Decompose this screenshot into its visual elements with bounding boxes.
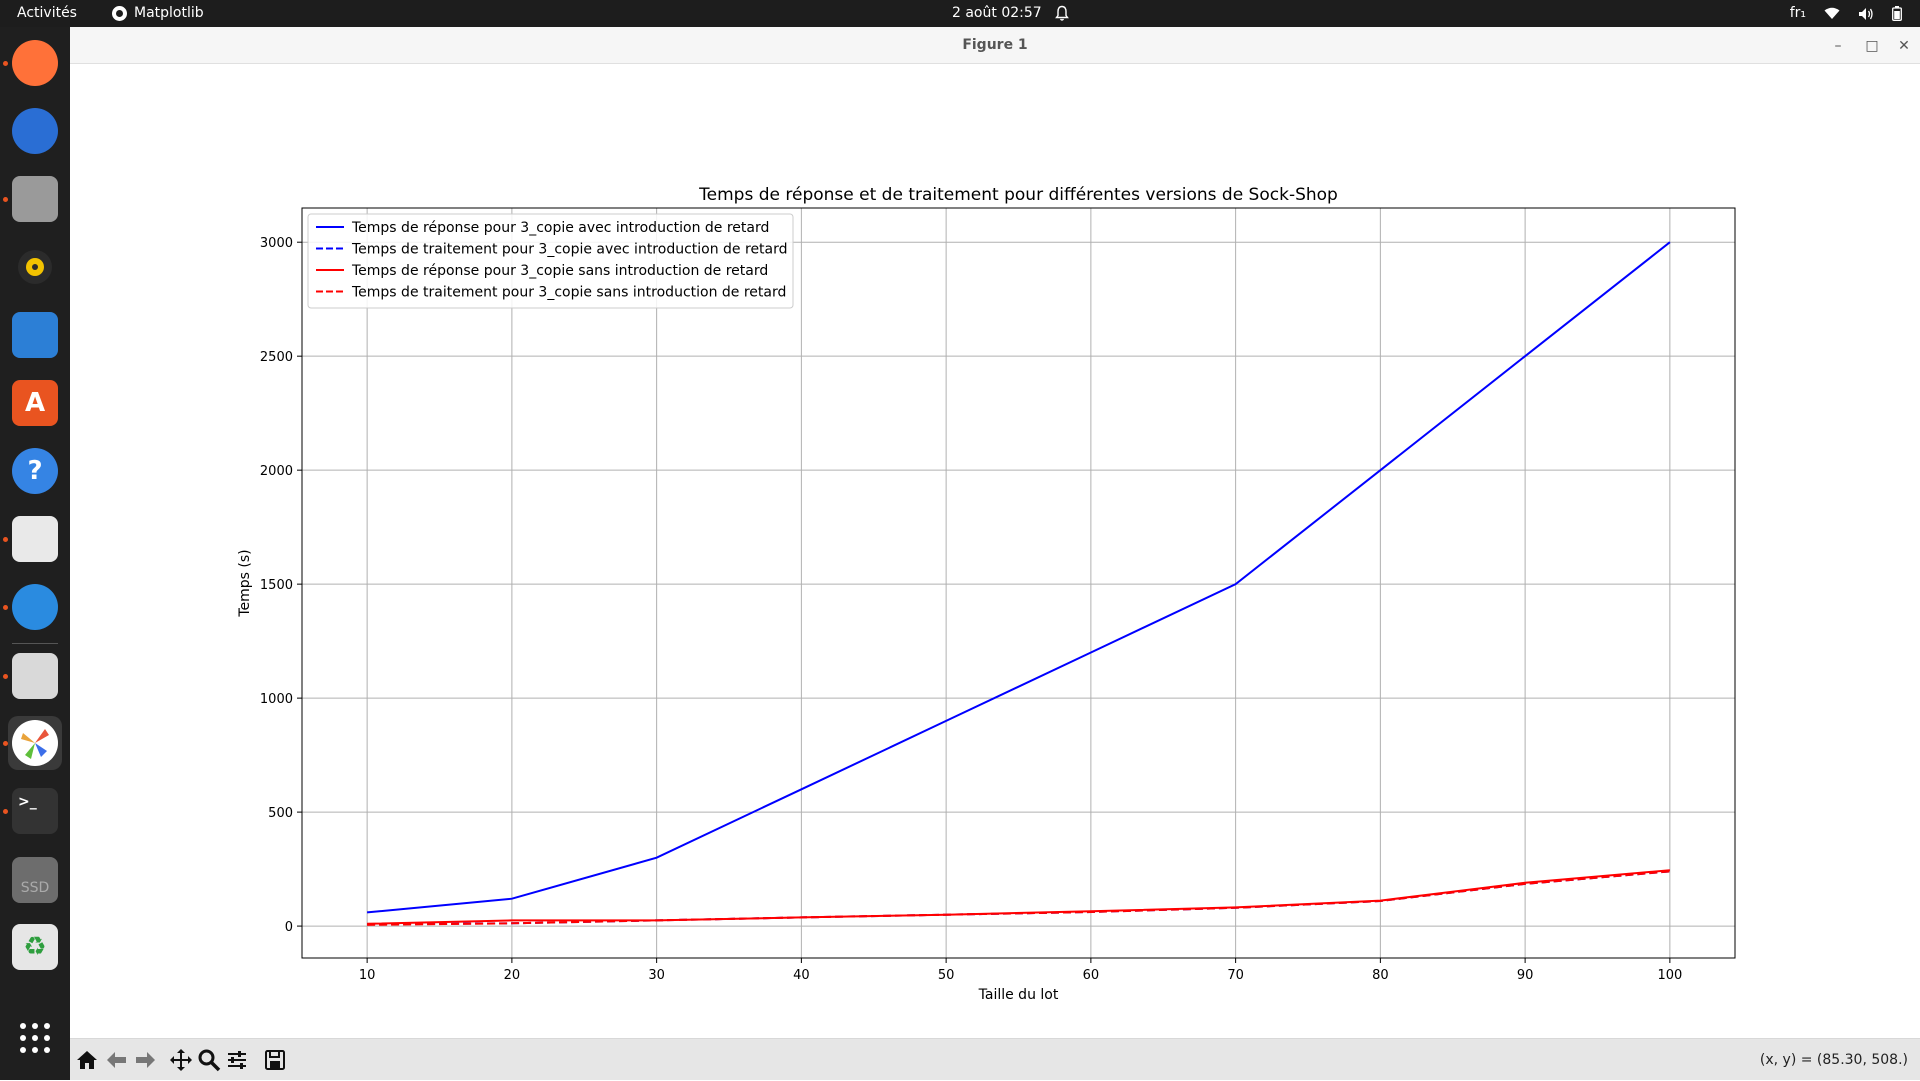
x-tick-label: 70 [1227, 968, 1244, 983]
dock-item-vscode[interactable] [8, 580, 62, 634]
thunderbird-icon [12, 108, 58, 154]
chart-title: Temps de réponse et de traitement pour d… [698, 185, 1338, 205]
legend-entry: Temps de traitement pour 3_copie sans in… [351, 285, 786, 301]
y-tick-label: 500 [268, 806, 293, 821]
files-icon [12, 176, 58, 222]
x-tick-label: 40 [793, 968, 810, 983]
system-tray[interactable]: fr₁ [1790, 0, 1902, 27]
vscode-icon [12, 584, 58, 630]
back-arrow-icon[interactable] [105, 1048, 129, 1072]
help-icon: ? [12, 448, 58, 494]
y-axis-label: Temps (s) [237, 549, 253, 617]
x-tick-label: 80 [1372, 968, 1389, 983]
dock-item-matplotlib[interactable] [8, 716, 62, 770]
x-tick-label: 100 [1657, 968, 1682, 983]
dock: A? >_ SSD ♻ [0, 27, 70, 1080]
system-top-bar: Activités Matplotlib 2 août 02:57 fr₁ [0, 0, 1920, 27]
text-editor-icon [12, 516, 58, 562]
running-indicator [3, 674, 8, 679]
dock-item-thunderbird[interactable] [8, 104, 62, 158]
dock-item-image-viewer[interactable] [8, 649, 62, 703]
dock-item-ssd[interactable]: SSD [8, 853, 62, 907]
cursor-coordinates-readout: (x, y) = (85.30, 508.) [1759, 1052, 1908, 1068]
y-tick-label: 2000 [260, 464, 293, 479]
app-menu-label: Matplotlib [134, 5, 204, 21]
x-tick-label: 20 [504, 968, 521, 983]
x-tick-label: 50 [938, 968, 955, 983]
zoom-magnifier-icon[interactable] [197, 1048, 221, 1072]
notification-bell-icon[interactable] [1055, 0, 1069, 27]
firefox-icon [12, 40, 58, 86]
maximize-button[interactable]: □ [1865, 38, 1879, 54]
y-tick-label: 3000 [260, 236, 293, 251]
dock-item-terminal[interactable]: >_ [8, 784, 62, 838]
matplotlib-app-icon [112, 6, 127, 21]
dock-item-trash[interactable]: ♻ [8, 920, 62, 974]
legend-entry: Temps de traitement pour 3_copie avec in… [351, 242, 788, 258]
running-indicator [3, 197, 8, 202]
legend-entry: Temps de réponse pour 3_copie avec intro… [351, 220, 769, 236]
configure-subplots-icon[interactable] [225, 1048, 249, 1072]
matplotlib-figure-window: Figure 1 – □ ✕ 10 20 30 40 50 60 70 80 90 100 0 500… [70, 27, 1920, 1080]
window-titlebar[interactable]: Figure 1 – □ ✕ [70, 27, 1920, 64]
x-tick-label: 90 [1517, 968, 1534, 983]
pan-move-icon[interactable] [169, 1048, 193, 1072]
minimize-button[interactable]: – [1834, 38, 1842, 54]
dock-item-show-apps[interactable] [8, 1011, 62, 1065]
home-icon[interactable] [75, 1048, 99, 1072]
y-tick-label: 2500 [260, 350, 293, 365]
activities-button[interactable]: Activités [17, 5, 77, 21]
y-tick-label: 0 [285, 920, 293, 935]
trash-icon: ♻ [12, 924, 58, 970]
series-line-1 [367, 241, 1671, 914]
terminal-icon: >_ [12, 788, 58, 834]
window-title: Figure 1 [962, 37, 1028, 53]
series-line-4 [367, 870, 1670, 926]
dock-item-files[interactable] [8, 172, 62, 226]
dock-item-help[interactable]: ? [8, 444, 62, 498]
save-floppy-icon[interactable] [263, 1048, 287, 1072]
axes-frame [301, 207, 1736, 959]
dock-separator [12, 643, 58, 644]
dock-item-firefox[interactable] [8, 36, 62, 90]
app-center-icon: A [12, 380, 58, 426]
navigation-toolbar: (x, y) = (85.30, 508.) [70, 1038, 1920, 1080]
running-indicator [3, 741, 8, 746]
dock-item-rhythmbox[interactable] [8, 240, 62, 294]
x-tick-label: 60 [1083, 968, 1100, 983]
y-tick-label: 1000 [260, 692, 293, 707]
running-indicator [3, 809, 8, 814]
writer-icon [12, 312, 58, 358]
running-indicator [3, 605, 8, 610]
wifi-icon [1824, 7, 1840, 19]
ssd-drive-icon: SSD [12, 857, 58, 903]
volume-icon [1859, 7, 1873, 20]
y-tick-label: 1500 [260, 578, 293, 593]
dock-item-app-center[interactable]: A [8, 376, 62, 430]
legend-entry: Temps de réponse pour 3_copie sans intro… [351, 263, 768, 279]
dock-item-libreoffice-writer[interactable] [8, 308, 62, 362]
matplotlib-icon [12, 720, 58, 766]
figure-canvas[interactable]: 10 20 30 40 50 60 70 80 90 1000500100015002000250… [70, 64, 1920, 1038]
x-tick-label: 30 [648, 968, 665, 983]
rhythmbox-icon [12, 244, 58, 290]
running-indicator [3, 61, 8, 66]
legend-box [307, 213, 794, 309]
forward-arrow-icon[interactable] [133, 1048, 157, 1072]
battery-icon [1892, 6, 1902, 21]
dock-item-text-editor[interactable] [8, 512, 62, 566]
dock-item-label: SSD [20, 880, 50, 896]
keyboard-layout-indicator[interactable]: fr₁ [1789, 5, 1806, 21]
running-indicator [3, 537, 8, 542]
image-viewer-icon [12, 653, 58, 699]
close-button[interactable]: ✕ [1898, 38, 1910, 54]
show-apps-grid-icon [12, 1015, 58, 1061]
x-axis-label: Taille du lot [978, 987, 1059, 1003]
app-menu[interactable]: Matplotlib [112, 0, 204, 27]
clock[interactable]: 2 août 02:57 [952, 5, 1042, 21]
x-tick-label: 10 [359, 968, 376, 983]
plot-area [302, 208, 1735, 958]
